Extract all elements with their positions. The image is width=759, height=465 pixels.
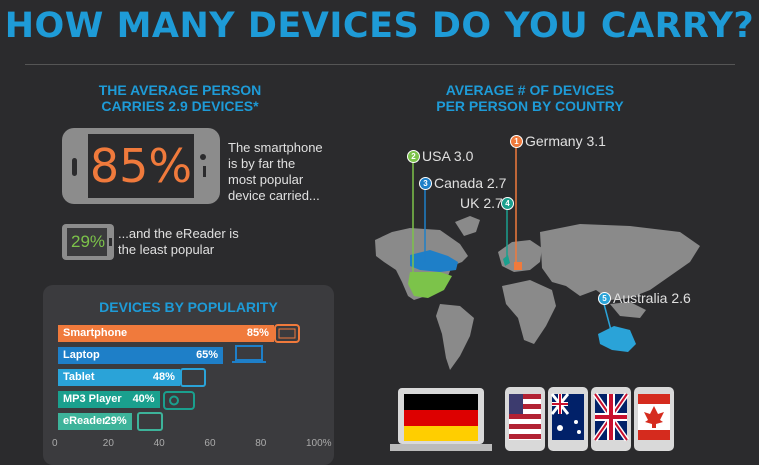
bar-value-label: 29% xyxy=(104,415,127,427)
x-tick-label: 40 xyxy=(153,438,165,449)
bar-ereader xyxy=(58,413,132,430)
australia-leader xyxy=(603,303,613,335)
x-tick-label: 60 xyxy=(204,438,216,449)
greenland xyxy=(455,216,480,236)
world-map xyxy=(375,146,700,451)
bar-value-label: 40% xyxy=(132,393,155,405)
bar-label: Laptop xyxy=(63,349,100,361)
uk-region xyxy=(503,255,510,266)
germany-label: Germany 3.1 xyxy=(525,133,606,149)
bar-mp3-player xyxy=(58,391,160,408)
ereader-caption-line: ...and the eReader is xyxy=(118,226,239,241)
germany-rank-badge: 1 xyxy=(510,135,523,148)
ereader-button xyxy=(109,238,112,246)
bar-laptop xyxy=(58,347,224,364)
australia-flag-phone xyxy=(548,387,588,451)
asia-landmass xyxy=(540,224,700,300)
bar-smartphone xyxy=(58,325,274,342)
bar-label: MP3 Player xyxy=(63,393,122,405)
country-heading-line2: PER PERSON BY COUNTRY xyxy=(436,98,624,114)
canada-region xyxy=(410,250,458,272)
x-tick-label: 80 xyxy=(255,438,267,449)
ereader-percent: 29% xyxy=(70,232,106,251)
average-heading-line2: CARRIES 2.9 DEVICES* xyxy=(101,98,259,114)
ereader-caption: ...and the eReader is the least popular xyxy=(118,226,268,258)
popularity-title: DEVICES BY POPULARITY xyxy=(99,299,278,315)
bar-value-label: 85% xyxy=(246,327,269,339)
canada-rank-badge: 3 xyxy=(419,177,432,190)
germany-region xyxy=(514,262,522,270)
x-tick-label: 100% xyxy=(306,438,332,449)
device-icons-layer xyxy=(137,324,300,431)
bar-value-label: 48% xyxy=(152,371,175,383)
bar-label: eReader xyxy=(63,415,107,427)
phone-button xyxy=(203,166,206,177)
canada-label: Canada 2.7 xyxy=(434,175,507,191)
usa-rank-badge: 2 xyxy=(407,150,420,163)
phone-camera xyxy=(200,154,206,160)
uk-rank-badge: 4 xyxy=(501,197,514,210)
smartphone-caption-line: is by far the xyxy=(228,156,296,171)
australia-label: Australia 2.6 xyxy=(613,290,691,306)
smartphone-icon xyxy=(274,324,300,343)
bar-tablet xyxy=(58,369,180,386)
laptop-icon xyxy=(232,345,266,363)
canada-flag-phone xyxy=(634,387,674,451)
page-title: HOW MANY DEVICES DO YOU CARRY? xyxy=(4,6,755,46)
country-heading: AVERAGE # OF DEVICES PER PERSON BY COUNT… xyxy=(420,82,640,114)
smartphone-caption: The smartphone is by far the most popula… xyxy=(228,140,338,204)
smartphone-caption-line: most popular xyxy=(228,172,304,187)
country-heading-line1: AVERAGE # OF DEVICES xyxy=(445,82,615,98)
usa-flag-phone xyxy=(505,387,545,451)
x-tick-label: 20 xyxy=(102,438,114,449)
smartphone-caption-line: device carried... xyxy=(228,188,320,203)
australia-rank-badge: 5 xyxy=(598,292,611,305)
southeast-asia xyxy=(610,302,646,318)
germany-flag-laptop xyxy=(390,388,492,451)
usa-region xyxy=(408,272,452,298)
bar-label: Smartphone xyxy=(63,327,128,339)
smartphone-caption-line: The smartphone xyxy=(228,140,323,155)
phone-speaker xyxy=(72,158,77,176)
average-heading-line1: THE AVERAGE PERSON xyxy=(98,82,262,98)
bar-label: Tablet xyxy=(63,371,95,383)
australia-region xyxy=(598,326,636,352)
bar-value-label: 65% xyxy=(196,349,219,361)
uk-label: UK 2.7 xyxy=(460,195,503,211)
africa-landmass xyxy=(502,280,556,344)
ereader-small-icon xyxy=(137,412,163,431)
europe-landmass xyxy=(498,240,542,272)
south-america-landmass xyxy=(436,304,474,370)
ereader-screen xyxy=(67,228,107,256)
mp3-player-icon xyxy=(163,391,195,410)
title-divider xyxy=(25,64,735,65)
smartphone-percent: 85% xyxy=(89,139,193,193)
smartphone-screen xyxy=(88,134,194,198)
ereader-caption-line: the least popular xyxy=(118,242,215,257)
average-heading: THE AVERAGE PERSON CARRIES 2.9 DEVICES* xyxy=(60,82,300,114)
usa-label: USA 3.0 xyxy=(422,148,474,164)
uk-flag-phone xyxy=(591,387,631,451)
x-tick-label: 0 xyxy=(52,438,58,449)
tablet-icon xyxy=(180,368,206,387)
